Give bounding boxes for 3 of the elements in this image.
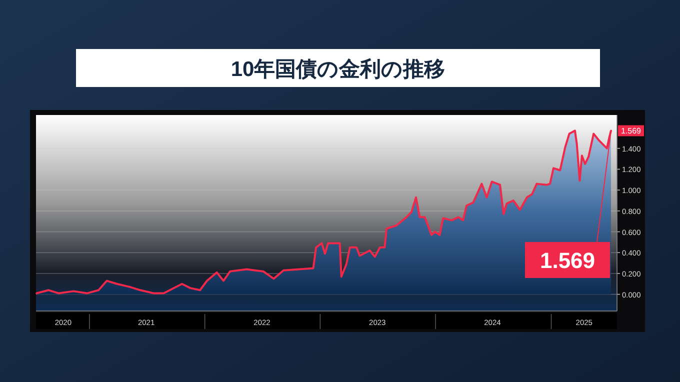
chart-title: 10年国債の金利の推移 (230, 58, 446, 81)
annotation: 1.569 (620, 126, 642, 136)
annotation: 1.569 (540, 248, 596, 273)
